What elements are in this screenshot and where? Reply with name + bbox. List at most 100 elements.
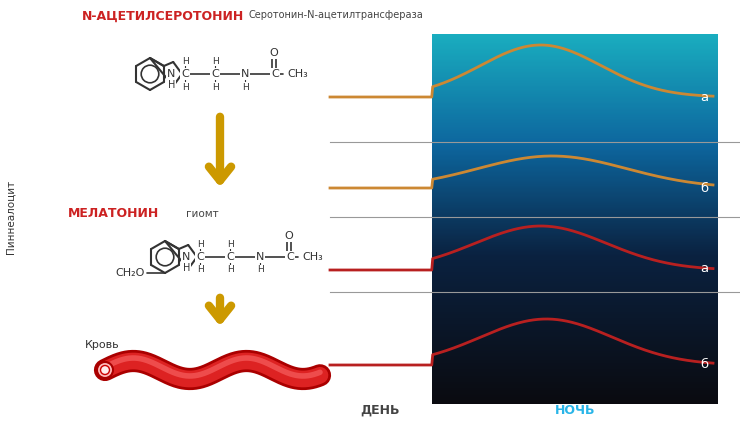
Text: Серотонин-N-ацетилтрансфераза: Серотонин-N-ацетилтрансфераза — [248, 10, 423, 20]
Text: CH₂O: CH₂O — [115, 268, 145, 278]
Bar — [432, 106, 718, 107]
Bar — [432, 189, 718, 191]
Bar — [432, 81, 718, 82]
Bar — [432, 165, 718, 166]
Text: CH₃: CH₃ — [287, 69, 308, 79]
Bar — [432, 373, 718, 374]
Text: N: N — [167, 69, 175, 79]
Bar — [432, 43, 718, 44]
Bar — [432, 98, 718, 99]
Bar — [432, 379, 718, 381]
Bar — [432, 115, 718, 116]
Bar — [432, 80, 718, 81]
Bar — [432, 97, 718, 98]
Text: а: а — [700, 262, 708, 276]
Bar — [432, 281, 718, 282]
Bar — [432, 330, 718, 331]
Text: Кровь: Кровь — [85, 340, 120, 350]
Bar — [432, 263, 718, 265]
Bar — [432, 123, 718, 124]
Bar — [432, 299, 718, 300]
Bar — [432, 77, 718, 78]
Bar — [432, 368, 718, 370]
Bar — [432, 344, 718, 345]
Bar — [432, 398, 718, 399]
Bar — [432, 154, 718, 155]
Bar — [432, 304, 718, 306]
Bar — [432, 116, 718, 118]
Bar — [432, 60, 718, 61]
Bar — [432, 143, 718, 144]
Bar — [432, 358, 718, 360]
Bar — [432, 112, 718, 113]
Bar — [432, 350, 718, 351]
Bar — [432, 166, 718, 167]
Text: H: H — [212, 57, 218, 65]
Bar — [432, 65, 718, 66]
Bar — [432, 96, 718, 97]
Bar — [432, 64, 718, 65]
Bar — [432, 216, 718, 218]
Bar — [432, 138, 718, 139]
Bar — [432, 136, 718, 138]
Bar — [432, 238, 718, 239]
Bar — [432, 265, 718, 266]
Bar — [432, 294, 718, 295]
Bar — [432, 392, 718, 393]
Bar — [432, 140, 718, 141]
Bar — [432, 51, 718, 52]
Bar — [432, 160, 718, 161]
Bar — [432, 34, 718, 35]
Bar — [432, 331, 718, 333]
Bar — [432, 152, 718, 154]
Bar — [432, 362, 718, 363]
Bar — [432, 372, 718, 373]
Text: H: H — [242, 82, 249, 92]
Bar — [432, 286, 718, 287]
Bar — [432, 198, 718, 199]
Bar — [432, 206, 718, 207]
Bar — [432, 336, 718, 338]
Bar — [432, 335, 718, 336]
Bar — [432, 208, 718, 209]
Bar — [432, 218, 718, 219]
Bar — [432, 298, 718, 299]
Text: H: H — [197, 240, 204, 249]
Text: N: N — [182, 252, 190, 262]
Bar — [432, 170, 718, 171]
Bar — [432, 250, 718, 251]
Bar — [432, 207, 718, 208]
Bar — [432, 252, 718, 254]
Bar — [432, 220, 718, 222]
Bar — [432, 157, 718, 159]
Bar — [432, 107, 718, 108]
Bar — [432, 314, 718, 315]
Bar — [432, 211, 718, 213]
Bar — [432, 322, 718, 324]
Bar — [432, 88, 718, 89]
Bar — [432, 256, 718, 257]
Bar — [432, 219, 718, 220]
Text: гиомт: гиомт — [186, 209, 218, 219]
Bar — [432, 134, 718, 135]
Bar — [432, 86, 718, 87]
Bar — [432, 326, 718, 327]
Bar — [432, 334, 718, 335]
Bar — [432, 182, 718, 183]
Text: C: C — [286, 252, 294, 262]
Bar — [432, 374, 718, 376]
Bar — [432, 200, 718, 202]
Bar — [432, 266, 718, 267]
Bar — [432, 300, 718, 302]
Bar — [432, 44, 718, 45]
Text: H: H — [197, 265, 204, 274]
Ellipse shape — [101, 365, 110, 374]
Bar — [432, 168, 718, 170]
Bar — [432, 241, 718, 242]
Bar — [432, 213, 718, 214]
Bar — [432, 127, 718, 128]
Bar — [432, 40, 718, 41]
Bar — [432, 393, 718, 394]
Bar — [432, 147, 718, 149]
Bar — [432, 270, 718, 271]
